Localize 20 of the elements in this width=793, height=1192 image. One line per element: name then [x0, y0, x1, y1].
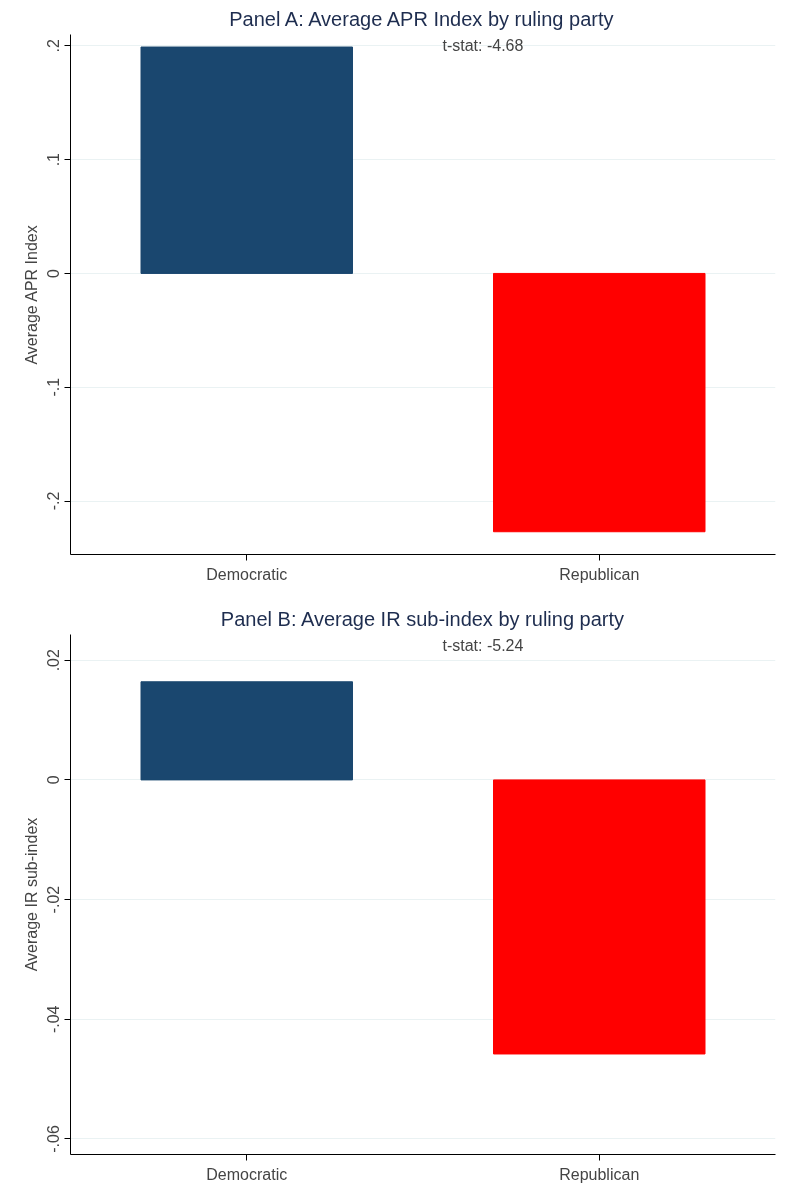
y-tick-label: .2 — [45, 39, 63, 53]
y-axis-title: Average APR Index — [22, 225, 40, 365]
x-tick-label: Republican — [559, 1165, 640, 1183]
y-tick-label: .1 — [45, 152, 63, 167]
chart-title: Panel A: Average APR Index by ruling party — [229, 7, 614, 30]
y-tick-label: -.2 — [45, 491, 63, 511]
x-tick-label: Republican — [559, 565, 640, 583]
x-tick-label: Democratic — [206, 1165, 288, 1183]
chart-title: Panel B: Average IR sub-index by ruling party — [220, 607, 625, 630]
y-tick-label: -.02 — [45, 885, 63, 914]
annotation: t-stat: -4.68 — [442, 36, 524, 54]
y-tick-label: 0 — [45, 268, 63, 278]
y-axis-title: Average IR sub-index — [22, 817, 40, 972]
y-tick-label: -.1 — [45, 377, 63, 397]
y-tick-label: -.06 — [45, 1125, 63, 1153]
y-tick-label: -.04 — [45, 1005, 63, 1034]
y-tick-label: 0 — [45, 775, 63, 785]
x-tick-label: Democratic — [206, 565, 288, 583]
y-tick-label: .02 — [45, 649, 63, 672]
annotation: t-stat: -5.24 — [442, 636, 524, 654]
